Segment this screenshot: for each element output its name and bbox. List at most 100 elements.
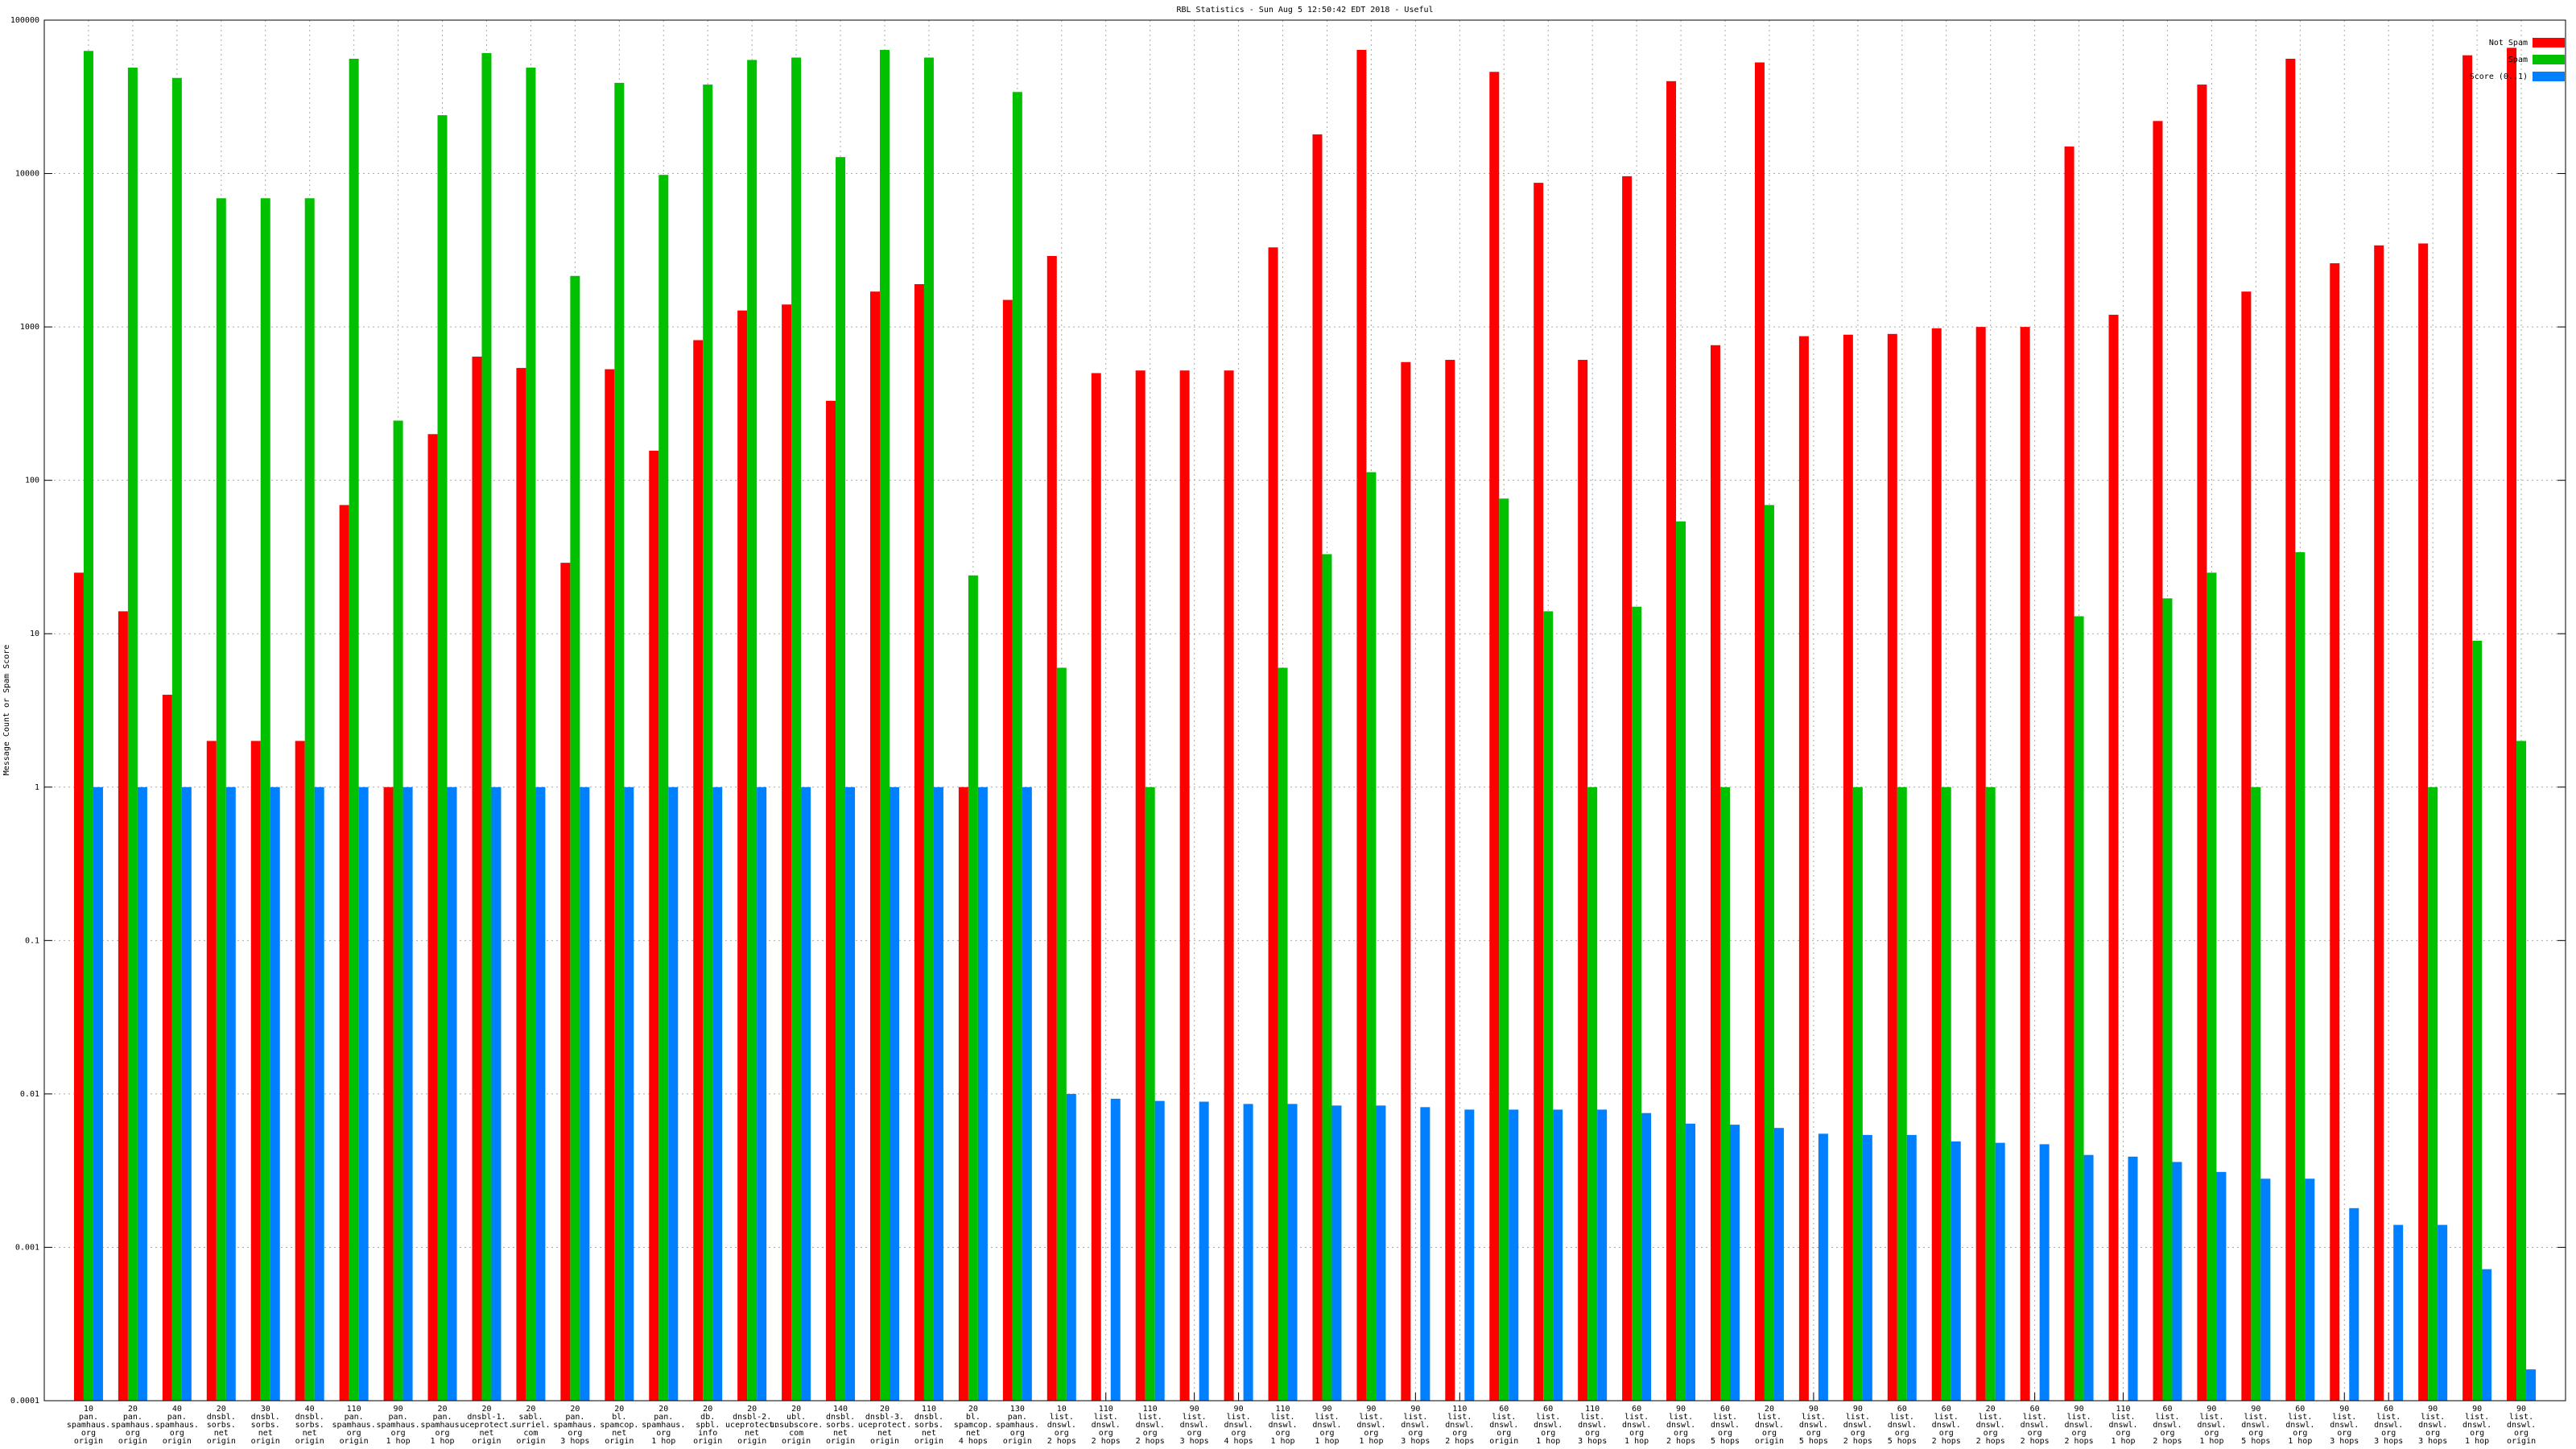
x-tick-label: org [1674, 1429, 1688, 1438]
x-tick-label: 20 [570, 1405, 580, 1414]
bar [295, 741, 305, 1401]
x-tick-label: sorbs. [295, 1421, 324, 1430]
x-tick-label: 110 [1143, 1405, 1158, 1414]
x-tick-label: list. [1359, 1413, 1383, 1422]
bar [349, 58, 359, 1402]
x-tick-label: spamhaus. [67, 1421, 110, 1430]
bar [2374, 245, 2384, 1401]
x-tick-label: dnsbl-1. [467, 1413, 506, 1422]
bar [1843, 334, 1853, 1401]
x-tick-label: 40 [172, 1405, 182, 1414]
x-tick-label: 60 [1632, 1405, 1641, 1414]
bar [1046, 255, 1057, 1402]
x-tick-label: list. [2421, 1413, 2445, 1422]
y-tick-label: 1 [35, 783, 39, 792]
x-tick-label: 2 hops [1047, 1437, 1076, 1446]
x-tick-label: pan. [565, 1413, 584, 1422]
bar [1509, 1109, 1519, 1401]
bar [1312, 134, 1323, 1401]
bar [977, 786, 988, 1401]
x-tick-label: 1 hop [386, 1437, 411, 1446]
x-tick-label: uceprotect. [858, 1421, 911, 1430]
x-tick-label: 10 [84, 1405, 93, 1414]
y-tick-label: 0.01 [20, 1090, 39, 1099]
bar [2064, 147, 2074, 1402]
bar [1641, 1113, 1652, 1401]
x-tick-label: 2 hops [1843, 1437, 1872, 1446]
bar [2462, 55, 2473, 1402]
bar [1066, 1093, 1076, 1401]
x-tick-label: net [877, 1429, 892, 1438]
bar [1331, 1105, 1342, 1401]
x-tick-label: 60 [1942, 1405, 1951, 1414]
bar [2472, 640, 2483, 1401]
x-tick-label: spamhaus. [420, 1421, 464, 1430]
bar [250, 741, 261, 1401]
bar [1951, 1141, 1961, 1401]
x-tick-label: dnswl. [1799, 1421, 1828, 1430]
x-tick-label: spamhaus. [155, 1421, 199, 1430]
bar [1975, 327, 1986, 1402]
x-tick-label: list. [1757, 1413, 1781, 1422]
bar [2162, 598, 2173, 1401]
bar [914, 283, 924, 1402]
bar [2305, 1179, 2315, 1401]
x-tick-label: net [612, 1429, 626, 1438]
bar [757, 786, 767, 1401]
x-tick-label: list. [1846, 1413, 1870, 1422]
bar [747, 60, 758, 1401]
bar [171, 77, 182, 1401]
x-tick-label: org [1895, 1429, 1909, 1438]
bar [2172, 1162, 2182, 1401]
bar [1322, 554, 1332, 1401]
bar [1268, 247, 1278, 1401]
bar [958, 786, 968, 1401]
x-tick-label: 90 [2251, 1405, 2260, 1414]
x-tick-label: 20 [703, 1405, 712, 1414]
x-tick-label: 2 hops [2153, 1437, 2182, 1446]
x-tick-label: origin [163, 1437, 192, 1446]
x-tick-label: org [1143, 1429, 1158, 1438]
x-tick-label: origin [1003, 1437, 1032, 1446]
x-tick-label: 2 hops [1666, 1437, 1695, 1446]
x-tick-label: org [1629, 1429, 1644, 1438]
bar [1578, 360, 1588, 1401]
x-tick-label: org [1055, 1429, 1069, 1438]
x-tick-label: info [698, 1429, 717, 1438]
x-tick-label: org [1851, 1429, 1865, 1438]
x-tick-label: dnswl. [1578, 1421, 1607, 1430]
x-tick-label: 60 [2384, 1405, 2393, 1414]
x-tick-label: origin [207, 1437, 236, 1446]
x-tick-label: dnswl. [2241, 1421, 2270, 1430]
x-tick-label: 2 hops [2065, 1437, 2094, 1446]
bar [535, 786, 546, 1401]
bar [560, 563, 571, 1401]
x-tick-label: 60 [1499, 1405, 1509, 1414]
x-tick-label: sorbs. [914, 1421, 943, 1430]
x-tick-label: org [656, 1429, 671, 1438]
bar [923, 57, 934, 1401]
bar [2207, 572, 2217, 1401]
x-tick-label: spamhaus. [642, 1421, 685, 1430]
bar [1632, 606, 1642, 1401]
x-tick-label: org [1099, 1429, 1113, 1438]
x-tick-label: 2 hops [1932, 1437, 1961, 1446]
x-tick-label: 1 hop [2199, 1437, 2223, 1446]
x-tick-label: net [479, 1429, 493, 1438]
x-tick-label: 2 hops [1092, 1437, 1121, 1446]
bar [1818, 1133, 1828, 1401]
y-axis-label: Message Count or Spam Score [2, 645, 11, 776]
x-tick-label: origin [516, 1437, 545, 1446]
x-tick-label: org [2381, 1429, 2396, 1438]
x-tick-label: org [2028, 1429, 2042, 1438]
x-tick-label: 90 [394, 1405, 403, 1414]
x-tick-label: surriel. [511, 1421, 550, 1430]
x-tick-label: dnsbl. [251, 1413, 280, 1422]
bar [1534, 183, 1544, 1401]
x-tick-label: 110 [1099, 1405, 1113, 1414]
y-tick-label: 1000 [20, 323, 39, 332]
x-tick-label: 130 [1010, 1405, 1025, 1414]
bar [2330, 263, 2340, 1401]
bar [73, 572, 84, 1401]
bar [1773, 1128, 1784, 1401]
